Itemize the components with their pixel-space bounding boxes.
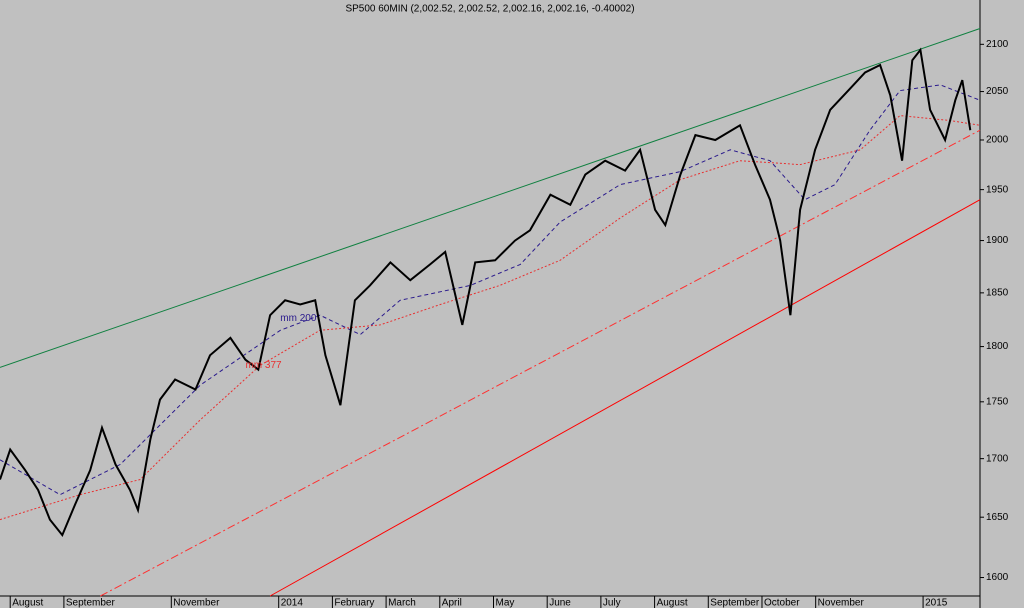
x-tick-label: November [818, 598, 865, 608]
y-tick-label: 2000 [986, 135, 1009, 146]
chart-title: SP500 60MIN (2,002.52, 2,002.52, 2,002.1… [345, 4, 634, 15]
x-tick-label: August [657, 598, 688, 608]
x-tick-label: September [66, 598, 116, 608]
x-tick-label: March [388, 598, 416, 608]
line-label: mm 200 [280, 313, 317, 324]
x-tick-label: April [442, 598, 462, 608]
series-line [100, 129, 981, 597]
y-tick-label: 1600 [986, 572, 1009, 583]
x-tick-label: November [173, 598, 220, 608]
x-tick-label: February [334, 598, 374, 608]
x-tick-label: 2014 [281, 598, 304, 608]
series-line [269, 199, 981, 597]
x-tick-label: October [764, 598, 800, 608]
y-tick-label: 2050 [986, 86, 1009, 97]
x-tick-label: July [603, 598, 621, 608]
y-tick-label: 1650 [986, 512, 1009, 523]
line-label: mm 377 [245, 360, 282, 371]
x-tick-label: May [495, 598, 514, 608]
x-tick-label: 2015 [925, 598, 948, 608]
y-tick-label: 1750 [986, 396, 1009, 407]
x-tick-label: August [12, 598, 43, 608]
x-tick-label: June [549, 598, 571, 608]
y-tick-label: 1900 [986, 235, 1009, 246]
series-line [0, 115, 981, 521]
y-tick-label: 2100 [986, 39, 1009, 50]
series-line [0, 28, 981, 368]
x-tick-label: September [710, 598, 760, 608]
y-tick-label: 1950 [986, 184, 1009, 195]
series-line [0, 84, 981, 496]
y-tick-label: 1700 [986, 453, 1009, 464]
y-tick-label: 1800 [986, 341, 1009, 352]
series-line [0, 47, 972, 538]
y-tick-label: 1850 [986, 287, 1009, 298]
